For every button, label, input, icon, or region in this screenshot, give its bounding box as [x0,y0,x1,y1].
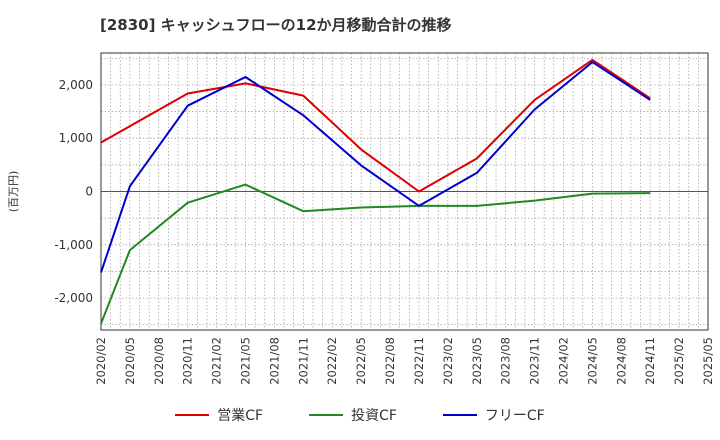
y-tick-label: -1,000 [54,238,93,252]
x-tick-label: 2022/11 [412,337,426,385]
x-tick-label: 2022/05 [354,337,368,385]
legend-swatch [309,414,344,416]
x-tick-label: 2020/02 [94,337,108,385]
y-axis-label: (百万円) [7,171,20,213]
x-tick-label: 2020/08 [152,337,166,385]
chart-title: [2830] キャッシュフローの12か月移動合計の推移 [100,16,452,34]
x-tick-label: 2023/02 [441,337,455,385]
legend-item: フリーCF [442,405,545,425]
x-tick-label: 2024/11 [643,337,657,385]
x-tick-label: 2020/05 [123,337,137,385]
x-tick-label: 2020/11 [181,337,195,385]
plot-frame [100,52,709,331]
x-tick-label: 2023/11 [528,337,542,385]
x-tick-label: 2022/08 [383,337,397,385]
series-line-2 [100,183,651,324]
x-tick-label: 2023/08 [499,337,513,385]
x-tick-label: 2024/05 [585,337,599,385]
legend-swatch [175,414,210,416]
x-tick-label: 2022/02 [325,337,339,385]
x-tick-label: 2024/08 [614,337,628,385]
legend: 営業CF 投資CF フリーCF [0,405,720,425]
legend-item: 投資CF [309,405,397,425]
legend-item: 営業CF [175,405,263,425]
legend-swatch [442,414,477,416]
x-tick-label: 2021/05 [239,337,253,385]
series-line-3 [100,61,651,273]
x-tick-label: 2025/02 [672,337,686,385]
y-tick-label: 0 [85,185,93,199]
y-tick-label: 2,000 [59,78,93,92]
y-tick-label: 1,000 [59,131,93,145]
series-line-1 [100,58,651,193]
legend-label: 営業CF [217,408,264,424]
x-tick-label: 2025/05 [701,337,715,385]
legend-label: フリーCF [484,408,545,424]
x-tick-label: 2021/02 [210,337,224,385]
x-tick-label: 2024/02 [556,337,570,385]
x-tick-label: 2023/05 [470,337,484,385]
y-tick-label: -2,000 [54,291,93,305]
legend-label: 投資CF [351,408,397,424]
x-tick-label: 2021/08 [267,337,281,385]
x-tick-label: 2021/11 [296,337,310,385]
